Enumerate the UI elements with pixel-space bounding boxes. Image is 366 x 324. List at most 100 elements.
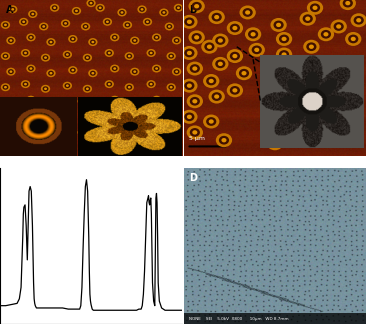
Circle shape <box>99 6 102 9</box>
Circle shape <box>70 37 76 41</box>
Circle shape <box>163 11 165 14</box>
Circle shape <box>168 116 174 121</box>
Circle shape <box>66 85 69 87</box>
Circle shape <box>4 148 7 151</box>
Circle shape <box>272 141 277 145</box>
Circle shape <box>84 25 87 28</box>
Circle shape <box>281 52 287 57</box>
Circle shape <box>88 100 97 108</box>
Bar <box>184 313 366 324</box>
Circle shape <box>209 79 214 83</box>
Circle shape <box>6 37 16 44</box>
Circle shape <box>181 79 198 93</box>
Circle shape <box>26 96 36 104</box>
Circle shape <box>86 87 89 90</box>
Circle shape <box>152 33 161 41</box>
Circle shape <box>219 136 229 145</box>
Circle shape <box>214 15 219 19</box>
Circle shape <box>239 6 256 19</box>
Circle shape <box>146 49 156 57</box>
Circle shape <box>48 133 54 138</box>
Circle shape <box>70 68 76 73</box>
Circle shape <box>133 101 136 104</box>
Circle shape <box>152 64 161 73</box>
Circle shape <box>248 30 258 39</box>
Circle shape <box>181 110 198 124</box>
Circle shape <box>232 88 238 93</box>
Circle shape <box>108 83 111 85</box>
Text: 5 μm: 5 μm <box>189 136 205 141</box>
Circle shape <box>92 134 94 137</box>
Circle shape <box>107 144 112 149</box>
Text: D: D <box>189 173 197 183</box>
Circle shape <box>24 52 27 54</box>
Circle shape <box>49 103 52 106</box>
Circle shape <box>11 8 14 11</box>
Circle shape <box>221 138 227 142</box>
Circle shape <box>85 149 90 154</box>
Circle shape <box>281 37 287 41</box>
Circle shape <box>21 49 30 57</box>
Circle shape <box>175 101 178 104</box>
Circle shape <box>71 38 74 40</box>
Circle shape <box>126 53 132 59</box>
Circle shape <box>64 22 67 25</box>
Circle shape <box>41 24 46 29</box>
Circle shape <box>10 70 12 73</box>
Circle shape <box>165 22 174 30</box>
Circle shape <box>130 37 139 44</box>
Circle shape <box>19 18 28 26</box>
Circle shape <box>276 48 292 62</box>
Circle shape <box>3 147 8 152</box>
Circle shape <box>354 16 364 25</box>
Text: A: A <box>5 5 13 15</box>
Circle shape <box>209 119 214 124</box>
Circle shape <box>3 53 8 59</box>
Circle shape <box>279 35 289 43</box>
Circle shape <box>119 10 125 15</box>
Circle shape <box>150 145 153 148</box>
Circle shape <box>184 112 194 121</box>
Circle shape <box>108 145 111 148</box>
Circle shape <box>190 97 200 106</box>
Circle shape <box>251 32 256 37</box>
Circle shape <box>148 51 154 55</box>
Circle shape <box>139 7 145 12</box>
Circle shape <box>113 130 116 132</box>
Circle shape <box>161 10 167 15</box>
Circle shape <box>148 113 154 118</box>
Circle shape <box>126 85 132 90</box>
Circle shape <box>172 130 181 138</box>
Circle shape <box>42 149 48 154</box>
Circle shape <box>66 53 69 56</box>
Circle shape <box>333 22 344 31</box>
Circle shape <box>107 51 112 55</box>
Circle shape <box>351 13 366 27</box>
Circle shape <box>133 133 136 135</box>
Circle shape <box>46 132 56 140</box>
Circle shape <box>143 18 152 26</box>
Circle shape <box>209 90 225 104</box>
Circle shape <box>112 66 117 71</box>
Circle shape <box>112 35 117 40</box>
Circle shape <box>4 86 7 88</box>
Circle shape <box>26 33 36 41</box>
Circle shape <box>92 72 94 75</box>
Circle shape <box>30 36 33 39</box>
Circle shape <box>23 144 29 149</box>
Circle shape <box>230 86 240 95</box>
Circle shape <box>68 97 78 105</box>
Circle shape <box>113 98 116 101</box>
Circle shape <box>245 10 250 15</box>
Circle shape <box>345 125 361 139</box>
Circle shape <box>64 83 70 88</box>
Circle shape <box>174 4 183 12</box>
Circle shape <box>88 132 97 140</box>
Circle shape <box>113 67 116 70</box>
Circle shape <box>22 20 25 23</box>
Circle shape <box>41 147 50 155</box>
Circle shape <box>1 83 10 91</box>
Circle shape <box>10 7 16 12</box>
Circle shape <box>44 87 47 90</box>
Circle shape <box>42 118 48 122</box>
